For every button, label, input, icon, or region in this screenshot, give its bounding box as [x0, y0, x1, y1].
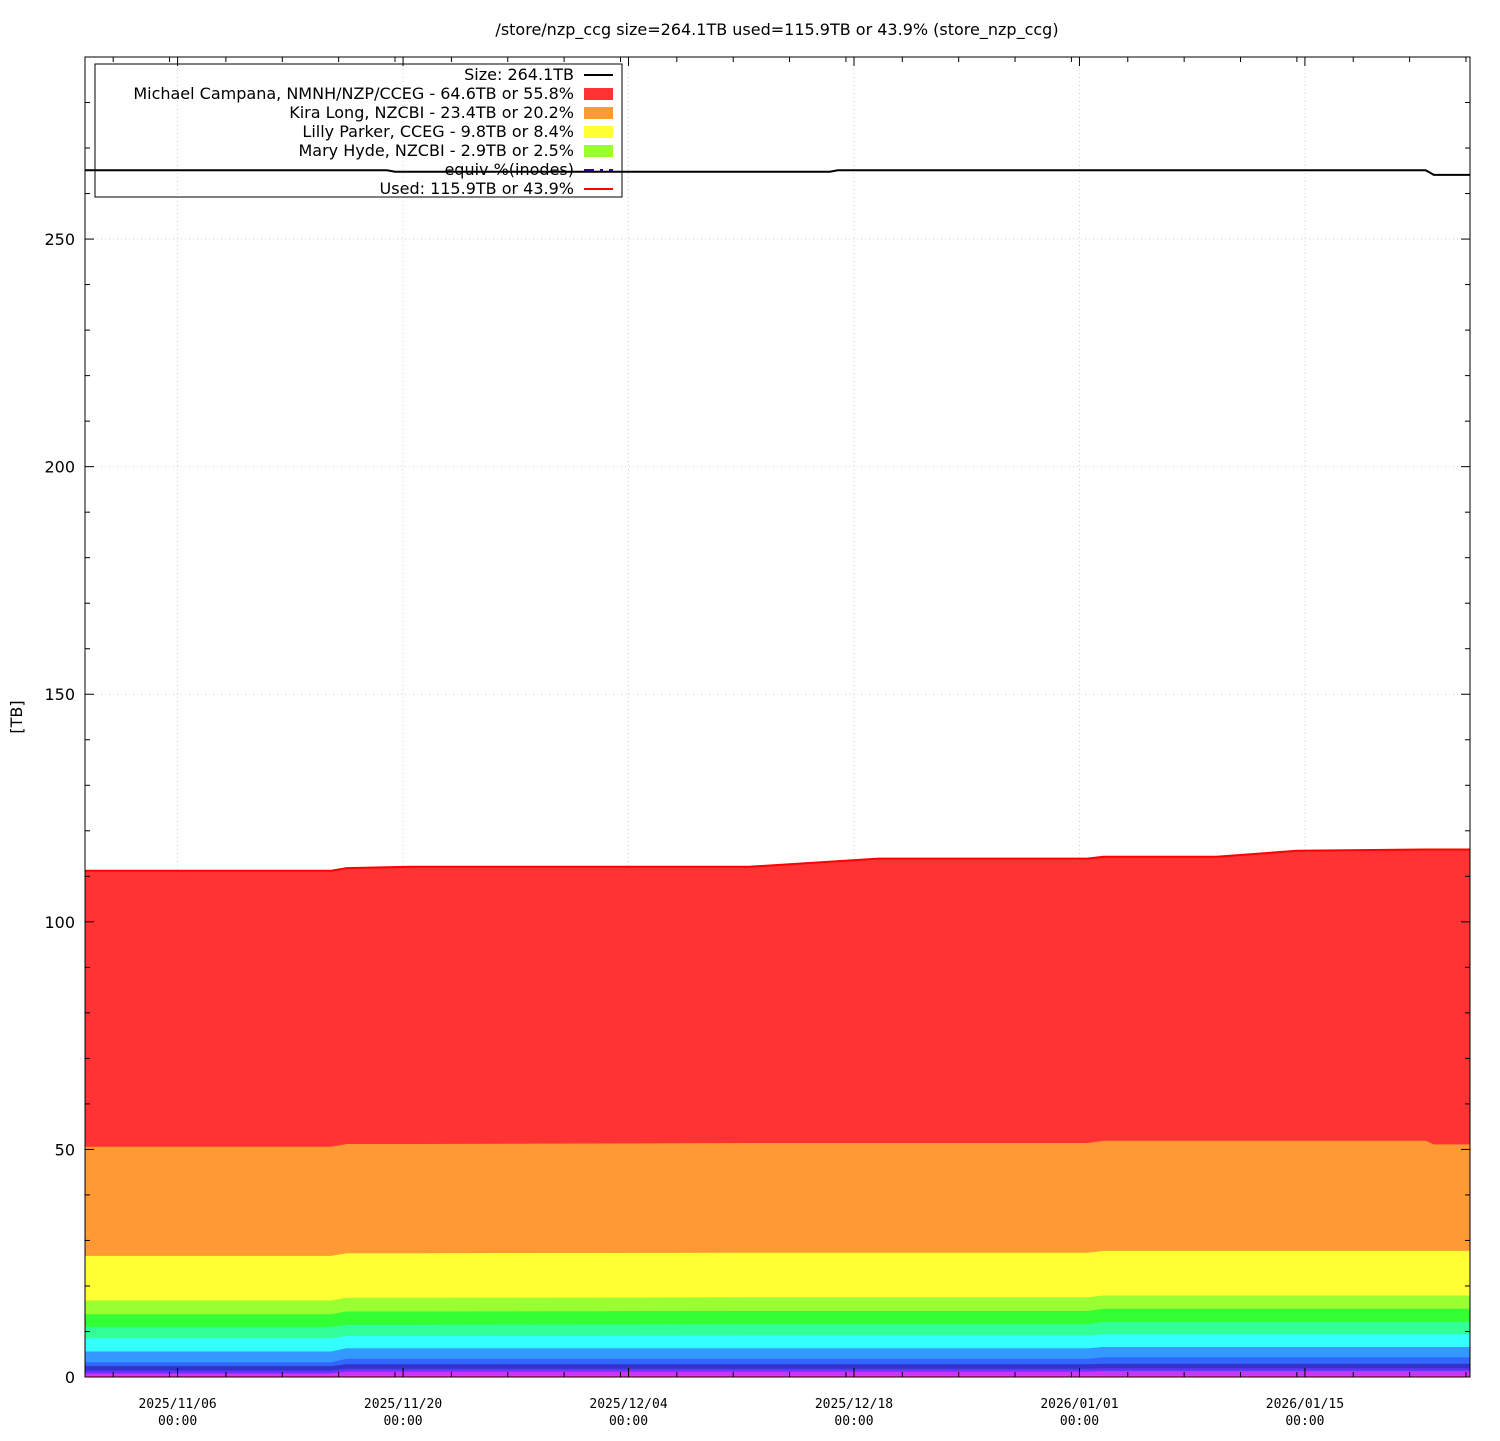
- legend-label: Lilly Parker, CCEG - 9.8TB or 8.4%: [302, 122, 574, 141]
- legend-swatch: [584, 88, 613, 100]
- y-tick-label: 0: [65, 1368, 75, 1387]
- series-lines: [85, 169, 1470, 872]
- x-tick-label-date: 2026/01/15: [1266, 1397, 1344, 1412]
- x-tick-label-date: 2025/11/20: [364, 1397, 442, 1412]
- legend-label: Kira Long, NZCBI - 23.4TB or 20.2%: [289, 103, 574, 122]
- legend-label: Size: 264.1TB: [464, 65, 574, 84]
- legend-label: equiv %(inodes): [444, 160, 574, 179]
- axis-ticks: 0 50 100 150 200 250 2025/11/06 00:00 2025/11/20…: [44, 57, 1470, 1429]
- legend-box: [94, 63, 623, 198]
- chart-title: /store/nzp_ccg size=264.1TB used=115.9TB…: [495, 20, 1058, 40]
- used-line: [85, 848, 1470, 872]
- y-tick-label: 100: [44, 913, 75, 932]
- y-tick-label: 250: [44, 230, 75, 249]
- y-tick-label: 50: [55, 1140, 75, 1159]
- x-tick-label-time: 00:00: [383, 1414, 422, 1429]
- legend-label: Michael Campana, NMNH/NZP/CCEG - 64.6TB …: [133, 84, 574, 103]
- x-tick-label-date: 2025/11/06: [138, 1397, 216, 1412]
- legend-label: Used: 115.9TB or 43.9%: [380, 179, 574, 198]
- x-tick-label-time: 00:00: [1285, 1414, 1324, 1429]
- y-tick-label: 150: [44, 685, 75, 704]
- x-tick-label-date: 2025/12/18: [815, 1397, 893, 1412]
- legend-swatch: [584, 107, 613, 119]
- plot-frame: [84, 56, 1471, 1378]
- x-tick-label-date: 2025/12/04: [589, 1397, 667, 1412]
- y-axis-label: [TB]: [7, 700, 26, 733]
- y-tick-label: 200: [44, 458, 75, 477]
- x-tick-label-time: 00:00: [158, 1414, 197, 1429]
- legend-label: Mary Hyde, NZCBI - 2.9TB or 2.5%: [298, 141, 574, 160]
- x-tick-label-date: 2026/01/01: [1040, 1397, 1118, 1412]
- x-tick-label-time: 00:00: [1060, 1414, 1099, 1429]
- stacked-areas: [85, 849, 1470, 1377]
- legend-swatch: [584, 126, 613, 138]
- x-tick-label-time: 00:00: [834, 1414, 873, 1429]
- x-tick-label-time: 00:00: [609, 1414, 648, 1429]
- legend-swatch: [584, 145, 613, 157]
- size-line: [85, 169, 1470, 176]
